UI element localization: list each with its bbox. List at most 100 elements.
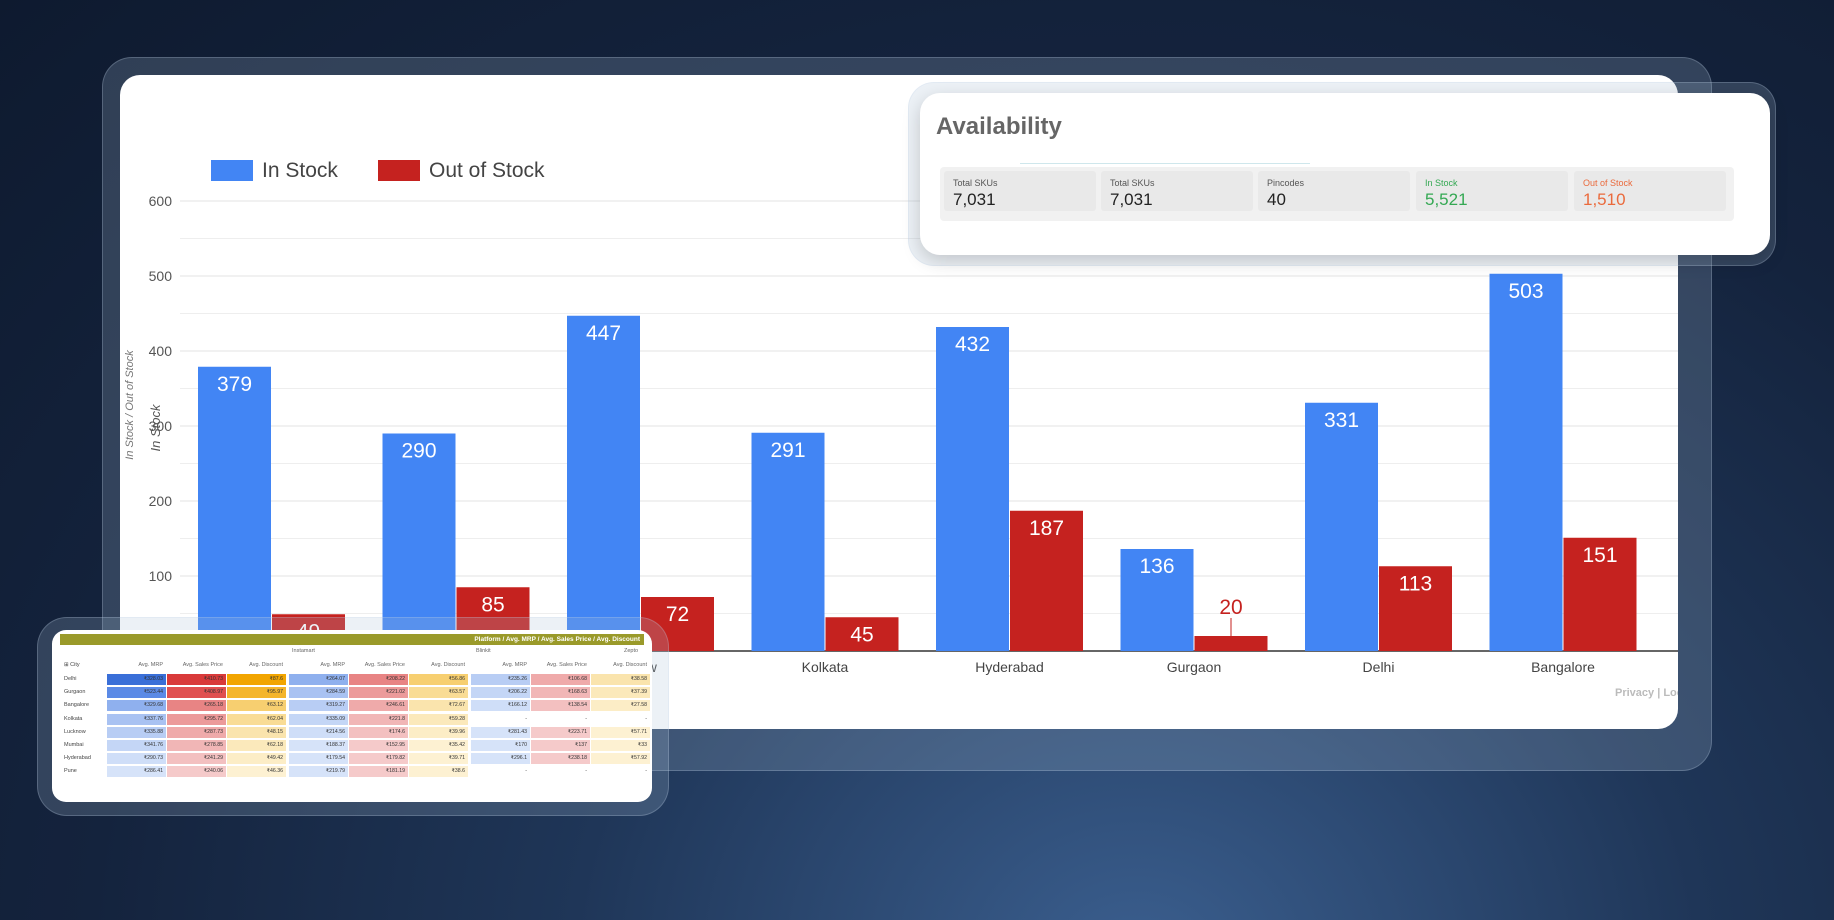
table-cell: ₹57.92 <box>591 753 650 765</box>
kpi-row: Total SKUs 7,031 Total SKUs 7,031 Pincod… <box>940 167 1734 221</box>
data-label: 447 <box>586 322 621 345</box>
column-header: Avg. Sales Price <box>364 662 405 668</box>
table-cell: ₹181.19 <box>349 766 408 778</box>
y-axis-title: In Stock / Out of Stock <box>124 350 136 460</box>
kpi-total-skus-2: Total SKUs 7,031 <box>1101 171 1253 211</box>
title-divider <box>1020 163 1310 164</box>
table-cell: ₹138.54 <box>531 700 590 712</box>
table-cell: ₹341.76 <box>107 740 166 751</box>
table-cell: - <box>531 766 590 778</box>
platform-label: Blinkit <box>476 648 491 654</box>
data-label: 503 <box>1508 280 1543 303</box>
city-label: Bangalore <box>64 702 90 709</box>
city-label: Gurgaon <box>64 689 86 696</box>
table-cell: ₹35.42 <box>409 740 468 751</box>
table-cell: ₹265.18 <box>167 700 226 712</box>
table-cell: ₹37.39 <box>591 687 650 699</box>
table-cell: ₹246.61 <box>349 700 408 712</box>
kpi-value: 7,031 <box>953 190 996 209</box>
table-cell: ₹62.18 <box>227 740 286 751</box>
data-label: 113 <box>1399 572 1432 595</box>
availability-card: Availability Total SKUs 7,031 Total SKUs… <box>920 93 1770 255</box>
table-cell: ₹335.09 <box>289 713 348 725</box>
city-label: Delhi <box>64 676 77 682</box>
y-tick-label: 600 <box>149 193 173 209</box>
table-cell: ₹208.22 <box>349 674 408 685</box>
table-cell: ₹335.88 <box>107 726 166 738</box>
data-label: 331 <box>1324 409 1359 432</box>
kpi-total-skus: Total SKUs 7,031 <box>944 171 1096 211</box>
y-tick-label: 100 <box>149 568 173 584</box>
bar-out-of-stock <box>1563 537 1637 651</box>
x-tick-label: Gurgaon <box>1167 659 1221 675</box>
table-cell: ₹295.72 <box>167 713 226 725</box>
table-cell: ₹281.43 <box>471 726 530 738</box>
data-label: 379 <box>217 373 252 396</box>
table-cell: ₹49.42 <box>227 753 286 765</box>
column-header: Avg. Discount <box>431 662 465 668</box>
bar-in-stock <box>1489 273 1563 651</box>
table-cell: ₹63.12 <box>227 700 286 712</box>
kpi-value: 7,031 <box>1110 190 1153 209</box>
kpi-label: Total SKUs <box>1110 178 1155 188</box>
table-cell: ₹59.28 <box>409 713 468 725</box>
table-cell: ₹296.1 <box>471 753 530 765</box>
availability-title: Availability <box>936 113 1062 140</box>
kpi-pincodes: Pincodes 40 <box>1258 171 1410 211</box>
footer-links: Privacy | Looker <box>1615 687 1678 699</box>
y-tick-label: 300 <box>149 418 173 434</box>
table-cell: - <box>471 713 530 725</box>
y-axis-subtitle: In Stock <box>148 403 163 451</box>
table-cell: ₹221.8 <box>349 713 408 725</box>
table-header-bar: Platform / Avg. MRP / Avg. Sales Price /… <box>60 634 644 645</box>
data-label: 151 <box>1582 544 1617 567</box>
table-cell: ₹410.73 <box>167 674 226 685</box>
table-cell: - <box>471 766 530 778</box>
column-header: Avg. Discount <box>249 662 283 668</box>
table-cell: ₹264.07 <box>289 674 348 685</box>
table-cell: ₹223.71 <box>531 726 590 738</box>
table-cell: ₹27.58 <box>591 700 650 712</box>
city-label: Mumbai <box>64 742 84 748</box>
city-label: Kolkata <box>64 715 83 722</box>
table-cell: ₹523.44 <box>107 687 166 699</box>
table-cell: ₹179.82 <box>349 753 408 765</box>
table-cell: ₹152.95 <box>349 740 408 751</box>
table-cell: ₹206.22 <box>471 687 530 699</box>
table-cell: ₹57.71 <box>591 726 650 738</box>
kpi-label: In Stock <box>1425 178 1458 188</box>
table-cell: ₹179.54 <box>289 753 348 765</box>
data-label: 136 <box>1139 555 1174 578</box>
data-label: 291 <box>770 439 805 462</box>
platform-label: Zepto <box>624 648 639 654</box>
table-cell: ₹319.27 <box>289 700 348 712</box>
bar-in-stock <box>751 432 825 651</box>
kpi-value: 1,510 <box>1583 190 1626 209</box>
bar-in-stock <box>198 366 271 651</box>
bar-in-stock <box>1305 402 1378 651</box>
table-cell: ₹56.86 <box>409 674 468 685</box>
pricing-table-card: Platform / Avg. MRP / Avg. Sales Price /… <box>52 630 652 802</box>
table-cell: - <box>531 713 590 725</box>
table-cell: ₹63.57 <box>409 687 468 699</box>
x-tick-label: Delhi <box>1363 659 1395 675</box>
table-cell: ₹137 <box>531 740 590 751</box>
table-cell: ₹290.73 <box>107 753 166 765</box>
bar-in-stock <box>567 315 640 651</box>
kpi-label: Pincodes <box>1267 178 1305 188</box>
bar-in-stock <box>936 327 1009 651</box>
table-cell: ₹95.97 <box>227 687 286 699</box>
kpi-value: 5,521 <box>1425 190 1468 209</box>
table-cell: ₹106.68 <box>531 674 590 685</box>
data-label: 72 <box>666 603 689 626</box>
table-cell: ₹235.26 <box>471 674 530 685</box>
column-header: Avg. MRP <box>320 662 345 668</box>
bar-out-of-stock <box>1379 566 1452 651</box>
column-header: Avg. Discount <box>613 662 647 668</box>
legend-label: Out of Stock <box>429 159 545 182</box>
table-cell: ₹72.67 <box>409 700 468 712</box>
legend-label: In Stock <box>262 159 338 182</box>
table-cell: ₹284.59 <box>289 687 348 699</box>
data-label: 432 <box>955 333 990 356</box>
y-tick-label: 500 <box>149 268 173 284</box>
